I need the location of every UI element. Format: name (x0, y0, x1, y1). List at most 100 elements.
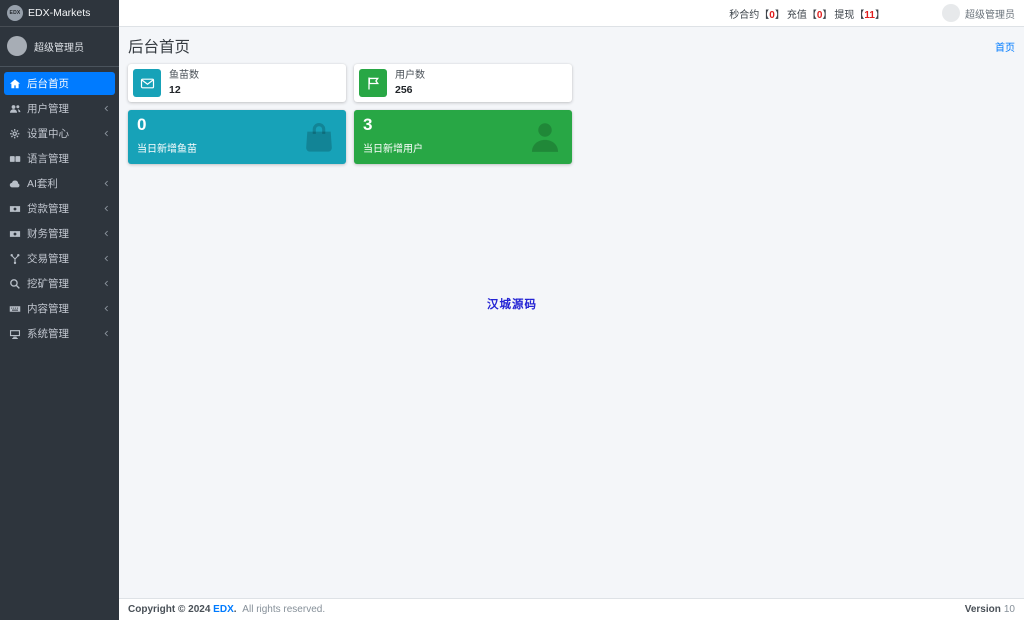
small-box-label: 当日新增用户 (363, 143, 423, 155)
sidebar-item[interactable]: 财务管理 (4, 222, 115, 245)
network-icon (9, 253, 21, 265)
stat-value: 0 (816, 9, 823, 21)
cloud-icon (9, 178, 21, 190)
stat-value: 11 (864, 9, 875, 21)
sidebar-item[interactable]: 语言管理 (4, 147, 115, 170)
sidebar-item[interactable]: 设置中心 (4, 122, 115, 145)
refresh-icon[interactable] (896, 7, 908, 19)
version-label: Version (964, 604, 1001, 615)
info-box-label: 鱼苗数 (169, 70, 199, 82)
small-box-label: 当日新增鱼苗 (137, 143, 197, 155)
menu-toggle-icon[interactable] (128, 7, 141, 20)
info-box-value: 12 (169, 83, 181, 96)
bracket-open: 【 (854, 9, 865, 21)
navbar-stats: 秒合约【0】 充值【0】 提现【11】 (729, 6, 885, 21)
stat-label: 秒合约 (729, 9, 760, 21)
sidebar-item-label: 语言管理 (27, 153, 69, 165)
stat-item[interactable]: 秒合约【0】 (729, 6, 785, 21)
chevron-left-icon (103, 254, 110, 263)
chevron-left-icon (103, 104, 110, 113)
breadcrumb[interactable]: 首页 (982, 39, 1015, 54)
sidebar-menu: 后台首页用户管理设置中心语言管理 AI套利贷款管理财务管理交易管理挖矿管理内容管理… (0, 67, 119, 352)
top-navbar: 秒合约【0】 充值【0】 提现【11】 超级管理员 (119, 0, 1024, 27)
sidebar-item[interactable]: 后台首页 (4, 72, 115, 95)
sidebar-item-label: 财务管理 (27, 228, 69, 240)
flag-icon (366, 76, 381, 91)
sidebar-item[interactable]: AI套利 (4, 172, 115, 195)
bracket-close: 】 (875, 9, 885, 21)
navbar-user[interactable]: 超级管理员 (942, 4, 1015, 22)
sidebar-item[interactable]: 挖矿管理 (4, 272, 115, 295)
small-box: 3 当日新增用户 (354, 110, 572, 164)
version-value: 10 (1003, 604, 1015, 615)
money-icon (9, 228, 21, 240)
bracket-open: 【 (759, 9, 770, 21)
stat-item[interactable]: 充值【0】 (787, 6, 833, 21)
sidebar-item[interactable]: 系统管理 (4, 322, 115, 345)
info-box-row: 鱼苗数 12 用户数 256 (128, 64, 1015, 102)
sidebar-item[interactable]: 内容管理 (4, 297, 115, 320)
fullscreen-icon[interactable] (919, 7, 931, 19)
sidebar-item-label: 用户管理 (27, 103, 69, 115)
sidebar-item[interactable]: 用户管理 (4, 97, 115, 120)
navbar-right: 秒合约【0】 充值【0】 提现【11】 超级管理员 (729, 4, 1015, 22)
bracket-close: 】 (822, 9, 833, 21)
avatar (7, 36, 27, 56)
stat-item[interactable]: 提现【11】 (834, 6, 885, 21)
content-header: 后台首页 首页 (119, 27, 1024, 64)
envelope-icon (140, 76, 155, 91)
brand[interactable]: EDX EDX-Markets (0, 0, 119, 27)
watermark-text: 汉城源码 (487, 299, 537, 311)
keyboard-icon (9, 303, 21, 315)
breadcrumb-home-link[interactable]: 首页 (995, 42, 1015, 54)
sidebar-item[interactable]: 贷款管理 (4, 197, 115, 220)
bracket-open: 【 (806, 9, 817, 21)
home-icon (982, 41, 992, 51)
sidebar-item-label: AI套利 (27, 178, 58, 190)
home-icon (9, 78, 21, 90)
info-box-content: 用户数 256 (395, 69, 425, 97)
person-icon (527, 119, 563, 155)
gears-icon (9, 128, 21, 140)
avatar (942, 4, 960, 22)
chevron-left-icon (103, 129, 110, 138)
main-area: 秒合约【0】 充值【0】 提现【11】 超级管理员 后台首页 首页 鱼苗数 12 用户数… (119, 0, 1024, 620)
sidebar-item[interactable]: 交易管理 (4, 247, 115, 270)
sidebar-item-label: 后台首页 (27, 78, 69, 90)
chevron-left-icon (103, 204, 110, 213)
small-box-row: 0 当日新增鱼苗 3 当日新增用户 (128, 110, 1015, 164)
info-box-content: 鱼苗数 12 (169, 69, 199, 97)
bracket-close: 】 (774, 9, 785, 21)
footer-copyright: Copyright © 2024 EDX. All rights reserve… (128, 604, 325, 615)
small-box: 0 当日新增鱼苗 (128, 110, 346, 164)
small-box-value: 3 (363, 115, 373, 134)
content: 鱼苗数 12 用户数 256 0 当日新增鱼苗 3 当日新增用户 (119, 64, 1024, 598)
info-box-label: 用户数 (395, 70, 425, 82)
stat-label: 提现 (834, 9, 855, 21)
bag-icon (301, 119, 337, 155)
brand-logo-icon: EDX (7, 5, 23, 21)
sidebar-user-name: 超级管理员 (34, 42, 84, 54)
brand-title: EDX-Markets (28, 7, 91, 19)
sidebar-item-label: 设置中心 (27, 128, 69, 140)
sidebar-item-label: 系统管理 (27, 328, 69, 340)
sidebar-item-label: 交易管理 (27, 253, 69, 265)
language-icon (9, 153, 21, 165)
footer-brand-link[interactable]: EDX (213, 604, 234, 615)
small-box-value: 0 (137, 115, 147, 134)
sidebar-item-label: 贷款管理 (27, 203, 69, 215)
search-icon (9, 278, 21, 290)
chevron-left-icon (103, 329, 110, 338)
page-title: 后台首页 (128, 39, 191, 56)
person-icon (9, 40, 25, 56)
sidebar-item-label: 内容管理 (27, 303, 69, 315)
person-icon (944, 7, 959, 22)
rights-text: All rights reserved. (242, 604, 326, 615)
info-box: 用户数 256 (354, 64, 572, 102)
chevron-left-icon (103, 304, 110, 313)
chevron-left-icon (103, 279, 110, 288)
chevron-left-icon (103, 229, 110, 238)
sidebar: EDX EDX-Markets 超级管理员 后台首页用户管理设置中心语言管理 AI… (0, 0, 119, 620)
money-icon (9, 203, 21, 215)
sidebar-user-panel[interactable]: 超级管理员 (0, 27, 119, 67)
